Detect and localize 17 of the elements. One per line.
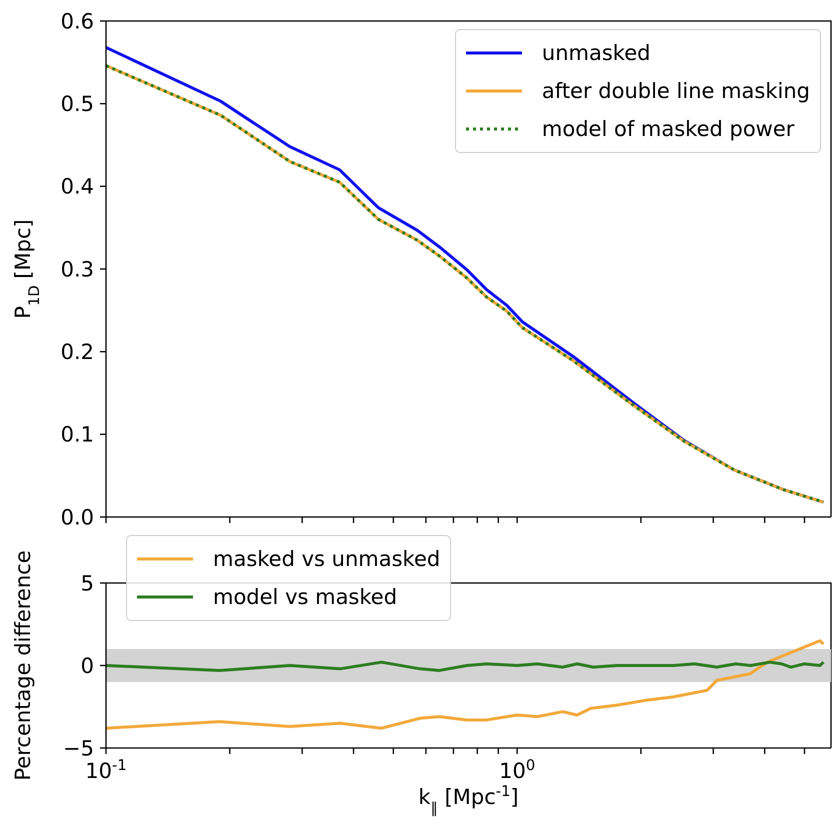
y-tick-label: 0.1	[60, 422, 94, 447]
x-tick-label: 10$^{0}$	[499, 756, 536, 783]
legend-label: masked vs unmasked	[213, 547, 440, 571]
y-tick-label: 0.6	[60, 9, 94, 34]
y-tick-label: 5	[80, 571, 94, 596]
legend-label: after double line masking	[542, 79, 810, 103]
legend-label: model vs masked	[213, 585, 398, 609]
y-tick-label: 0.4	[60, 174, 94, 199]
y-axis-title: Percentage difference	[11, 550, 35, 781]
y-tick-label: 0.5	[60, 92, 94, 116]
legend-label: model of masked power	[542, 117, 794, 141]
y-tick-label: 0.2	[60, 340, 94, 364]
y-tick-label: 0.3	[60, 257, 94, 282]
legend-label: unmasked	[542, 41, 650, 65]
y-tick-label: 0.0	[60, 505, 94, 530]
y-tick-label: 0	[80, 654, 94, 678]
x-axis-title: k$_{∥}$ [Mpc$^{-1}$]	[418, 782, 519, 816]
